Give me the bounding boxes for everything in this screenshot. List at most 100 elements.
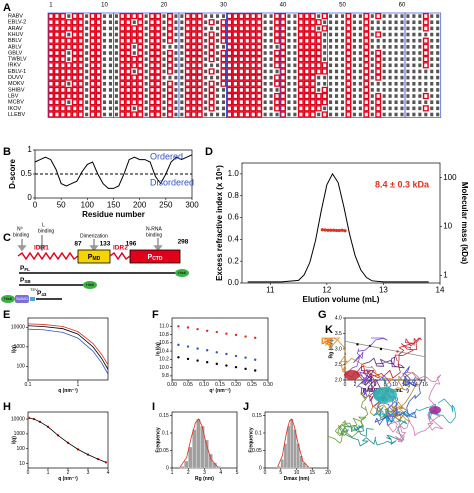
residue (180, 106, 184, 111)
residue (150, 14, 154, 18)
residue (340, 112, 345, 117)
chart: J 0 5 10 15 20 0 0.05 0.1 0.15 Dmax (nm) Frequency (243, 401, 331, 482)
residue (192, 81, 196, 86)
residue (85, 94, 89, 98)
residue (168, 75, 172, 80)
residue (210, 112, 214, 117)
residue (269, 94, 273, 98)
residue (216, 88, 220, 92)
residue (370, 94, 374, 98)
y-tick-label: 3.5 (335, 331, 342, 337)
residue (67, 100, 71, 104)
residue (108, 14, 112, 18)
residue (346, 63, 350, 68)
panel-letter: H (3, 401, 11, 413)
residue (358, 75, 362, 80)
residue (120, 81, 124, 86)
residue (305, 81, 309, 86)
x-tick-label: 300 (185, 200, 199, 209)
residue (120, 20, 124, 25)
residue (79, 100, 83, 104)
residue (210, 26, 214, 31)
residue (346, 51, 350, 55)
residue (174, 69, 178, 74)
residue (305, 69, 309, 74)
residue (251, 106, 255, 111)
residue (257, 100, 261, 104)
residue (73, 51, 77, 55)
residue (79, 88, 83, 92)
residue (79, 94, 83, 98)
residue (108, 69, 112, 74)
residue (412, 14, 416, 18)
residue (293, 14, 297, 18)
residue (382, 63, 386, 68)
residue (239, 38, 243, 43)
residue (227, 75, 231, 80)
residue (335, 32, 339, 37)
residue (204, 75, 208, 80)
residue (91, 75, 95, 80)
domain-name: P (88, 254, 93, 261)
binding-label: binding (146, 232, 162, 238)
residue (221, 81, 226, 86)
residue (352, 38, 356, 43)
residue (275, 106, 279, 111)
residue (352, 14, 356, 18)
residue (144, 69, 148, 74)
species-name: ABLV (8, 44, 22, 50)
residue (162, 51, 166, 55)
residue (132, 100, 136, 104)
residue (144, 94, 148, 98)
residue (91, 57, 95, 61)
data-point (326, 228, 330, 232)
residue (388, 88, 392, 92)
residue (204, 20, 208, 25)
residue (394, 32, 398, 37)
residue (210, 88, 214, 92)
residue (329, 100, 333, 104)
residue (418, 32, 422, 37)
residue (275, 63, 279, 68)
residue (91, 100, 95, 104)
residue (340, 20, 345, 25)
residue (335, 112, 339, 117)
data-point (196, 347, 199, 350)
residue (114, 106, 118, 111)
data-point (340, 228, 344, 232)
construct-name: P (20, 265, 25, 272)
residue (102, 45, 107, 49)
residue (406, 69, 410, 74)
y2-tick-label: 1 (443, 271, 448, 280)
residue (67, 57, 71, 61)
residue (61, 57, 65, 61)
residue (364, 69, 368, 74)
residue (138, 106, 142, 111)
residue (346, 112, 350, 117)
residue (311, 100, 315, 104)
residue (239, 57, 243, 61)
residue (263, 26, 267, 31)
residue (55, 94, 59, 98)
residue (388, 45, 392, 49)
residue (210, 106, 214, 111)
residue (275, 45, 279, 49)
species-name: IRKV (8, 63, 21, 69)
residue (73, 100, 77, 104)
residue (97, 112, 101, 117)
residue (382, 20, 386, 25)
residue (436, 94, 440, 98)
residue (180, 63, 184, 68)
residue (126, 100, 130, 104)
residue (91, 69, 95, 74)
y-tick-label: 0.05 (159, 448, 169, 454)
residue (132, 75, 136, 80)
residue (275, 88, 279, 92)
residue (424, 88, 428, 92)
x-tick-label: 200 (133, 200, 147, 209)
residue (180, 69, 184, 74)
residue (424, 32, 428, 37)
residue (138, 38, 142, 43)
y-tick-label: 100 (16, 364, 25, 370)
residue (364, 88, 368, 92)
